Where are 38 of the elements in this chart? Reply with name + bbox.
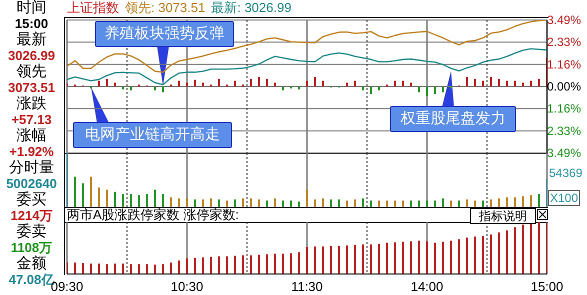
text: 54369 <box>549 166 582 180</box>
x-tick-label: 11:30 <box>291 279 323 294</box>
y-tick-label: 1.16% <box>547 57 582 72</box>
text: 金额 <box>16 255 48 272</box>
x-tick-label: 15:00 <box>530 279 564 294</box>
text: 涨跌 <box>16 95 48 112</box>
text: 3073.51 <box>7 80 56 96</box>
text: 5002640 <box>5 176 58 192</box>
y-tick-label: 2.33% <box>547 35 582 50</box>
text: 涨幅 <box>16 127 48 144</box>
text: +57.13 <box>10 112 53 128</box>
text: +1.92% <box>8 144 55 160</box>
text: 3026.99 <box>7 48 56 64</box>
y-axis-title: X100 <box>548 190 580 206</box>
text: 最新 <box>16 31 48 48</box>
text: 时间 <box>16 0 48 16</box>
x-tick-label: 10:30 <box>170 279 204 294</box>
text: 1214万 <box>10 208 54 224</box>
annotation: 养殖板块强势反弹 <box>95 21 234 47</box>
y-tick-label: 3.49% <box>547 146 582 160</box>
annotation: 指标说明 <box>470 208 536 224</box>
text: 分时量 <box>8 159 55 176</box>
y-tick-label: 1.16% <box>547 102 582 116</box>
x-tick-label: 14:00 <box>410 279 444 294</box>
text: 委买 <box>16 191 48 208</box>
text: 领先 <box>16 63 48 80</box>
text: 1108万 <box>10 240 54 256</box>
text: 最新: 3026.99 <box>211 0 292 15</box>
chart-title: 上证指数 <box>67 0 119 15</box>
y-tick-label: 3.49% <box>547 13 582 27</box>
y-tick-label: 2.33% <box>547 124 582 138</box>
chart-title: 两市A股涨跌停家数 涨停家数: <box>67 207 239 222</box>
text: 领先: 3073.51 <box>125 0 206 15</box>
annotation: 权重股尾盘发力 <box>390 106 516 132</box>
y-tick-label: 0.00% <box>547 80 582 94</box>
text: 15:00 <box>14 16 50 32</box>
text: 委卖 <box>16 223 48 240</box>
annotation: 电网产业链高开高走 <box>73 122 232 148</box>
